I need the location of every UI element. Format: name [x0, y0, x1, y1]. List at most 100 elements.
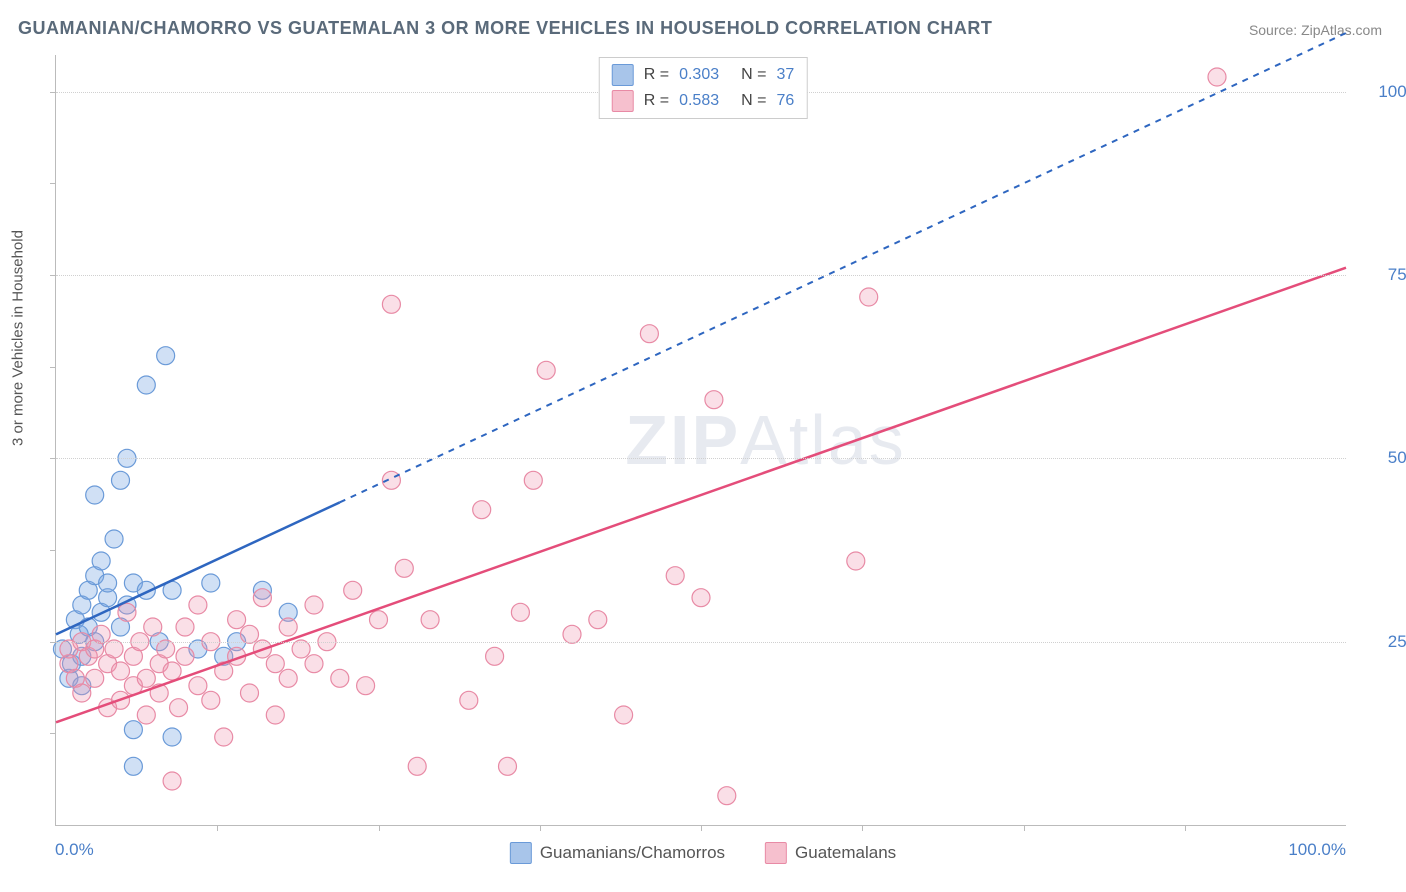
data-point	[860, 288, 878, 306]
gridline	[56, 642, 1346, 643]
data-point	[99, 574, 117, 592]
legend-r-value: 0.583	[679, 92, 719, 110]
y-tick-label: 75.0%	[1356, 265, 1406, 285]
y-tick-mark	[50, 642, 56, 643]
legend-row: R = 0.303N = 37	[608, 62, 799, 88]
legend-r-value: 0.303	[679, 66, 719, 84]
data-point	[86, 669, 104, 687]
data-point	[124, 721, 142, 739]
legend-swatch	[510, 842, 532, 864]
legend-swatch	[612, 64, 634, 86]
correlation-legend: R = 0.303 N = 37 R = 0.583 N = 76	[599, 57, 808, 119]
trend-line	[56, 268, 1346, 723]
data-point	[344, 581, 362, 599]
legend-label: Guatemalans	[795, 843, 896, 863]
legend-r-label: R =	[644, 92, 669, 110]
x-tick-min: 0.0%	[55, 840, 94, 860]
data-point	[382, 295, 400, 313]
data-point	[421, 611, 439, 629]
data-point	[1208, 68, 1226, 86]
y-tick-label: 50.0%	[1356, 448, 1406, 468]
legend-item: Guamanians/Chamorros	[510, 842, 725, 864]
data-point	[118, 603, 136, 621]
data-point	[486, 647, 504, 665]
data-point	[202, 691, 220, 709]
data-point	[640, 325, 658, 343]
chart-svg	[56, 55, 1346, 825]
data-point	[266, 655, 284, 673]
data-point	[73, 684, 91, 702]
data-point	[170, 699, 188, 717]
legend-row: R = 0.583 N = 76	[608, 88, 799, 114]
data-point	[112, 662, 130, 680]
data-point	[589, 611, 607, 629]
y-tick-mark	[50, 550, 56, 551]
data-point	[241, 684, 259, 702]
data-point	[105, 530, 123, 548]
legend-label: Guamanians/Chamorros	[540, 843, 725, 863]
x-tick-mark	[217, 825, 218, 831]
data-point	[705, 391, 723, 409]
data-point	[370, 611, 388, 629]
legend-item: Guatemalans	[765, 842, 896, 864]
data-point	[460, 691, 478, 709]
data-point	[305, 596, 323, 614]
data-point	[266, 706, 284, 724]
data-point	[511, 603, 529, 621]
data-point	[189, 596, 207, 614]
data-point	[86, 486, 104, 504]
y-tick-label: 25.0%	[1356, 632, 1406, 652]
data-point	[112, 471, 130, 489]
data-point	[124, 757, 142, 775]
x-tick-mark	[379, 825, 380, 831]
y-tick-label: 100.0%	[1356, 82, 1406, 102]
y-tick-mark	[50, 733, 56, 734]
data-point	[408, 757, 426, 775]
trend-line-dashed	[340, 33, 1346, 502]
y-tick-mark	[50, 458, 56, 459]
y-tick-mark	[50, 183, 56, 184]
data-point	[357, 677, 375, 695]
data-point	[163, 772, 181, 790]
y-tick-mark	[50, 92, 56, 93]
legend-n-value: 76	[776, 92, 794, 110]
plot-area: ZIPAtlas 25.0%50.0%75.0%100.0%	[55, 55, 1346, 826]
data-point	[537, 361, 555, 379]
data-point	[305, 655, 323, 673]
x-tick-mark	[701, 825, 702, 831]
data-point	[163, 662, 181, 680]
series-legend: Guamanians/Chamorros Guatemalans	[510, 842, 896, 864]
data-point	[176, 647, 194, 665]
data-point	[176, 618, 194, 636]
data-point	[279, 669, 297, 687]
data-point	[563, 625, 581, 643]
y-axis-label: 3 or more Vehicles in Household	[10, 230, 27, 446]
chart-title: GUAMANIAN/CHAMORRO VS GUATEMALAN 3 OR MO…	[18, 18, 992, 39]
x-tick-mark	[1024, 825, 1025, 831]
x-tick-mark	[1185, 825, 1186, 831]
data-point	[331, 669, 349, 687]
data-point	[499, 757, 517, 775]
data-point	[157, 640, 175, 658]
data-point	[524, 471, 542, 489]
legend-swatch	[765, 842, 787, 864]
data-point	[92, 552, 110, 570]
legend-n-label: N =	[741, 66, 766, 84]
data-point	[395, 559, 413, 577]
legend-n-label: N =	[741, 92, 766, 110]
data-point	[253, 589, 271, 607]
data-point	[163, 728, 181, 746]
data-point	[847, 552, 865, 570]
data-point	[292, 640, 310, 658]
data-point	[189, 677, 207, 695]
y-tick-mark	[50, 367, 56, 368]
data-point	[692, 589, 710, 607]
data-point	[215, 728, 233, 746]
x-tick-mark	[862, 825, 863, 831]
gridline	[56, 458, 1346, 459]
source-label: Source: ZipAtlas.com	[1249, 22, 1382, 38]
data-point	[157, 347, 175, 365]
x-tick-max: 100.0%	[1288, 840, 1346, 860]
legend-n-value: 37	[776, 66, 794, 84]
data-point	[92, 625, 110, 643]
